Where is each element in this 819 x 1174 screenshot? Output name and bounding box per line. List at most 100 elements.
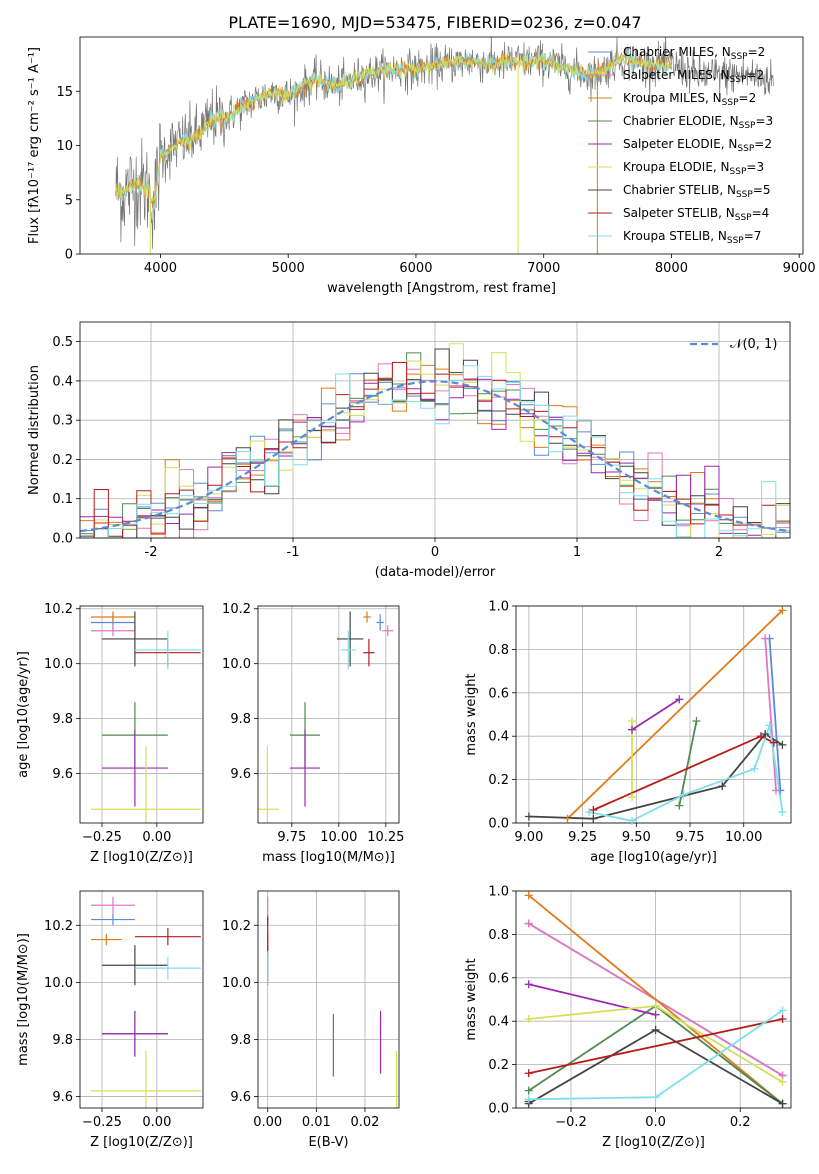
weight-marker [651, 1025, 660, 1034]
x-tick-label: 4000 [144, 261, 177, 276]
y-axis-label: Flux [fλ10⁻¹⁷ erg cm⁻² s⁻¹ A⁻¹] [27, 47, 42, 244]
errorbar-point [90, 1050, 201, 1108]
y-tick-label: 9.6 [52, 767, 73, 782]
y-tick-label: 0.2 [52, 453, 73, 468]
x-tick-label: 6000 [399, 261, 432, 276]
weight-marker [778, 1006, 787, 1015]
weight-marker [563, 814, 572, 823]
weight-marker [675, 695, 684, 704]
x-axis-label: E(B-V) [308, 1135, 348, 1150]
panel-mass_vs_Z: −0.25 0.00 9.6 9.8 10.0 10.2 Z [log10(Z/Z⊙)] ma… [16, 890, 204, 1150]
weight-marker [524, 812, 533, 821]
errorbar-point [363, 638, 375, 667]
weight-marker [692, 717, 701, 726]
grid [80, 891, 203, 1108]
errorbar-point [90, 896, 135, 914]
y-axis-label: mass weight [464, 673, 479, 755]
x-tick-label: 0.02 [350, 1115, 379, 1130]
weight-marker [589, 814, 598, 823]
weight-marker [524, 891, 533, 900]
x-tick-label: 8000 [655, 261, 688, 276]
y-tick-label: 0.0 [52, 532, 73, 547]
weight-line [528, 894, 784, 1105]
x-tick-label: 2 [715, 545, 723, 560]
weight-marker [750, 764, 759, 773]
axes-frame [257, 605, 400, 824]
weight-line [528, 732, 783, 820]
plot-area [528, 609, 784, 822]
errorbar-point [336, 611, 364, 667]
y-tick-label: 0.1 [52, 492, 73, 507]
weight-marker [628, 816, 637, 825]
y-tick-label: 0.2 [488, 1058, 509, 1073]
axes-frame [79, 605, 204, 824]
x-axis-label: wavelength [Angstrom, rest frame] [327, 281, 556, 296]
y-tick-label: 10.2 [222, 602, 251, 617]
y-tick-label: 9.6 [52, 1090, 73, 1105]
weight-marker [651, 1010, 660, 1019]
plot-area [90, 611, 201, 823]
weight-marker [778, 808, 787, 817]
errorbar-point [376, 614, 384, 631]
weight-marker [524, 919, 533, 928]
weight-marker [524, 1015, 533, 1024]
y-tick-label: 9.8 [230, 712, 251, 727]
x-axis-label: Z [log10(Z/Z⊙)] [90, 850, 193, 865]
legend-label: Chabrier MILES, NSSP=2 [623, 45, 765, 62]
weight-marker [778, 1015, 787, 1024]
weight-marker [628, 792, 637, 801]
y-axis-label: mass weight [464, 958, 479, 1040]
x-tick-label: −0.2 [555, 1115, 587, 1130]
y-tick-label: 15 [56, 85, 73, 100]
errorbar-point [258, 746, 279, 823]
x-axis-label: Z [log10(Z/Z⊙)] [90, 1135, 193, 1150]
grid [258, 891, 399, 1108]
y-tick-label: 0.0 [488, 1102, 509, 1117]
weight-line [592, 735, 775, 811]
grid [80, 606, 203, 823]
x-tick-label: 1 [573, 545, 581, 560]
panel-mass_vs_ebv: 0.00 0.01 0.02 9.6 9.8 10.0 10.2 E(B-V) [222, 890, 400, 1150]
y-tick-label: 9.6 [230, 767, 251, 782]
legend-label: Salpeter MILES, NSSP=2 [623, 68, 764, 85]
y-tick-label: 0 [65, 248, 73, 263]
weight-marker [761, 730, 770, 739]
x-tick-label: −0.25 [82, 830, 122, 845]
y-tick-label: 0.4 [52, 374, 73, 389]
legend-label: Kroupa STELIB, NSSP=7 [623, 229, 761, 246]
panel-residuals: -2 -1 0 1 2 0.0 0.1 0.2 0.3 0.4 0.5 (data-model)/er… [27, 321, 791, 580]
x-tick-label: 0.00 [142, 1115, 171, 1130]
y-tick-label: 10.2 [222, 919, 251, 934]
y-tick-label: 10 [56, 139, 73, 154]
legend-label: Salpeter ELODIE, NSSP=2 [623, 137, 772, 154]
y-tick-label: 0.6 [488, 686, 509, 701]
x-tick-label: 10.25 [367, 830, 404, 845]
weight-marker [761, 634, 770, 643]
plot-area [258, 611, 394, 823]
histogram-chabrier-stelib [80, 348, 790, 538]
y-tick-label: 0.0 [488, 817, 509, 832]
x-tick-label: 5000 [272, 261, 305, 276]
weight-marker [756, 732, 765, 741]
weight-marker [628, 717, 637, 726]
errorbar-point [101, 729, 168, 807]
x-tick-label: −0.25 [82, 1115, 122, 1130]
panel-age_vs_mass: 9.75 10.00 10.25 9.6 9.8 10.0 10.2 mass [log10(… [222, 602, 404, 865]
histogram-kroupa-stelib [80, 365, 790, 538]
errorbar-point [134, 956, 201, 980]
weight-marker [679, 790, 688, 799]
x-tick-label: 0.0 [645, 1115, 666, 1130]
weight-marker [628, 725, 637, 734]
weight-line [764, 638, 777, 791]
plot-area [115, 37, 774, 254]
x-tick-label: 0.2 [730, 1115, 751, 1130]
y-tick-label: 9.6 [230, 1090, 251, 1105]
plot-area [267, 896, 398, 1108]
weight-marker [589, 805, 598, 814]
errorbar-point [289, 729, 321, 807]
x-axis-label: Z [log10(Z/Z⊙)] [602, 1135, 705, 1150]
weight-marker [651, 1002, 660, 1011]
axes-frame [79, 890, 204, 1109]
x-tick-label: 10.00 [725, 830, 762, 845]
